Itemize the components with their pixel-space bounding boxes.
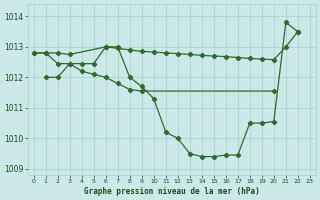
X-axis label: Graphe pression niveau de la mer (hPa): Graphe pression niveau de la mer (hPa) [84, 187, 260, 196]
